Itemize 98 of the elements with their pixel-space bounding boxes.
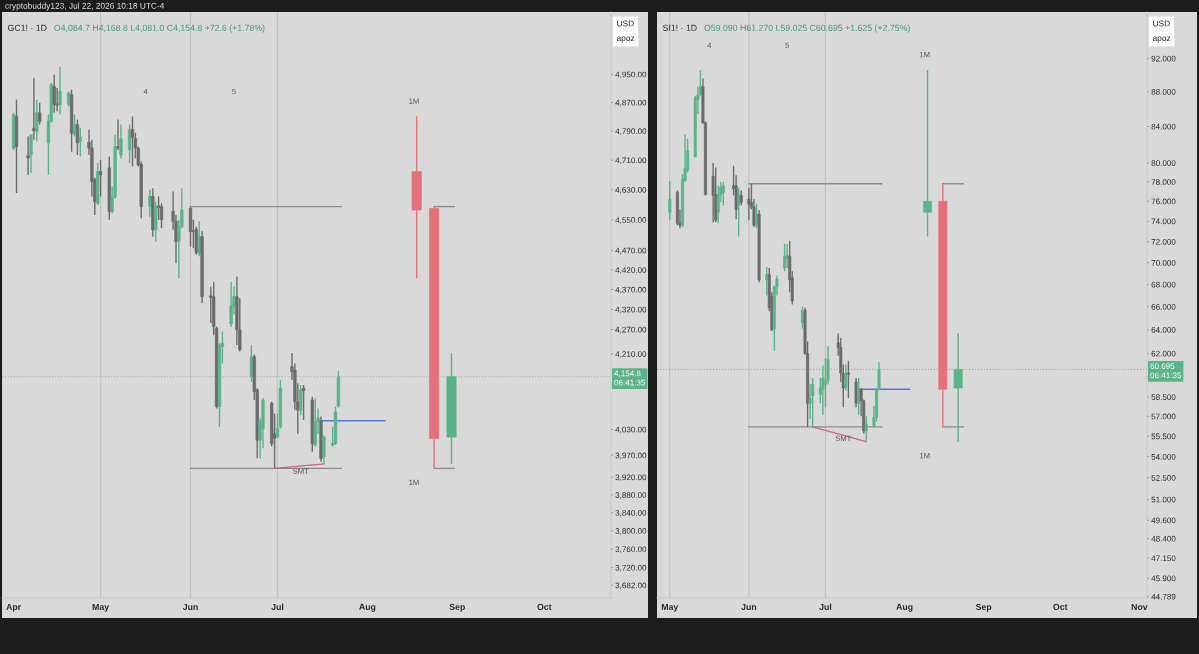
y-tick-label: 3,720.00 xyxy=(615,564,647,572)
y-tick-label: 4,210.00 xyxy=(615,351,647,358)
y-tick-label: 76.000 xyxy=(1151,198,1176,205)
text: GC1! · 1D xyxy=(8,24,47,31)
x-tick-label: Apr xyxy=(6,603,21,612)
candlestick xyxy=(229,280,233,328)
candlestick xyxy=(783,243,787,273)
text: O59.090 H61.270 L59.025 C60.695 +1.625 (+2.75%) xyxy=(704,24,910,33)
ref-line-label: 4,154.8 06:41:35 xyxy=(614,370,646,386)
y-tick-label: 3,970.00 xyxy=(615,452,647,460)
candlestick xyxy=(75,118,80,156)
y-tick-label: 4,550.00 xyxy=(615,217,647,224)
y-tick-label: 4,420.00 xyxy=(615,267,647,274)
y-tick-label: 57.000 xyxy=(1151,413,1176,420)
y-tick-label: 4,030.00 xyxy=(615,426,647,434)
y-tick-label: 51.000 xyxy=(1151,496,1176,503)
candlestick xyxy=(26,135,30,176)
candlestick xyxy=(668,180,672,221)
text: cryptobuddy123, Jul 22, 2026 10:18 UTC-4 xyxy=(5,2,165,11)
candlestick xyxy=(249,344,254,383)
y-tick-label: 64.000 xyxy=(1151,327,1176,333)
candlestick xyxy=(58,65,62,116)
y-tick-label: 4,870.00 xyxy=(615,99,647,107)
y-tick-label: 45.900 xyxy=(1151,575,1176,582)
candlestick xyxy=(116,118,120,151)
y-tick-label: 4,370.00 xyxy=(615,286,647,294)
y-tick-label: 4,710.00 xyxy=(615,157,647,165)
x-tick-label: May xyxy=(92,603,110,612)
x-tick-label: Nov xyxy=(1131,603,1148,610)
y-tick-label: 4,950.00 xyxy=(615,71,647,79)
y-tick-label: 3,800.00 xyxy=(615,528,647,535)
text: apoz xyxy=(616,36,635,43)
y-tick-label: 84.000 xyxy=(1151,123,1176,130)
y-axis-title: USD xyxy=(617,20,634,27)
y-tick-label: 47.150 xyxy=(1151,555,1176,562)
x-tick-label: Jun xyxy=(741,603,757,610)
y-tick-label: 66.000 xyxy=(1151,304,1176,310)
candlestick xyxy=(923,69,932,238)
text: apoz xyxy=(1152,36,1171,43)
candlestick xyxy=(52,73,56,114)
y-tick-label: 44.789 xyxy=(1151,593,1176,600)
y-tick-label: 74.000 xyxy=(1151,218,1176,225)
x-tick-label: Sep xyxy=(975,603,992,612)
candlestick xyxy=(148,189,152,218)
y-tick-label: 3,682.00 xyxy=(615,582,647,590)
y-tick-label: 48.400 xyxy=(1151,535,1176,542)
candlestick xyxy=(98,159,103,198)
candlestick xyxy=(78,127,82,158)
y-tick-label: 58.500 xyxy=(1151,394,1176,400)
y-tick-label: 4,470.00 xyxy=(615,247,647,255)
ref-line-label: 60.695 06:41:35 xyxy=(1150,363,1182,379)
candlestick xyxy=(154,201,158,243)
x-tick-label: Jul xyxy=(271,603,284,610)
y-tick-label: 4,320.00 xyxy=(615,306,647,314)
candlestick xyxy=(811,377,815,428)
candlestick xyxy=(711,162,715,223)
candlestick xyxy=(301,384,306,421)
candlestick xyxy=(299,384,303,416)
y-tick-label: 3,840.00 xyxy=(615,510,647,517)
candlestick xyxy=(785,243,789,269)
candlestick xyxy=(119,123,123,160)
y-tick-label: 3,760.00 xyxy=(615,546,647,554)
x-tick-label: Aug xyxy=(359,603,376,612)
candlestick xyxy=(127,123,132,164)
y-tick-label: 52.500 xyxy=(1151,475,1176,481)
y-tick-label: 4,630.00 xyxy=(615,187,647,194)
candlestick xyxy=(38,102,42,126)
x-tick-label: Oct xyxy=(537,603,552,610)
y-tick-label: 54.000 xyxy=(1151,454,1176,460)
y-tick-label: 78.000 xyxy=(1151,179,1176,185)
y-tick-label: 55.500 xyxy=(1151,433,1176,440)
y-tick-label: 80.000 xyxy=(1151,160,1176,166)
y-tick-label: 4,270.00 xyxy=(615,326,647,334)
y-tick-label: 49.600 xyxy=(1151,517,1176,524)
text: O4,084.7 H4,168.8 L4,081.0 C4,154.8 +72.6 (+1.78%) xyxy=(54,24,265,33)
x-tick-label: Jun xyxy=(182,603,198,610)
x-tick-label: Sep xyxy=(449,603,465,612)
y-tick-label: 92.000 xyxy=(1151,55,1176,62)
text: SI1! · 1D xyxy=(662,24,697,31)
candlestick xyxy=(864,415,868,443)
y-tick-label: 3,920.00 xyxy=(615,474,647,482)
candlestick xyxy=(846,360,850,399)
y-tick-label: 70.000 xyxy=(1151,260,1176,266)
x-tick-label: Jul xyxy=(819,603,832,610)
y-tick-label: 3,880.00 xyxy=(615,492,647,499)
candlestick xyxy=(322,434,326,465)
candlestick xyxy=(953,332,963,443)
x-tick-label: Aug xyxy=(896,603,913,612)
y-tick-label: 4,790.00 xyxy=(615,128,647,136)
candlestick xyxy=(854,377,858,408)
y-tick-label: 62.000 xyxy=(1151,350,1176,357)
y-axis-title: USD xyxy=(1153,20,1170,27)
x-tick-label: Oct xyxy=(1053,603,1068,610)
y-tick-label: 72.000 xyxy=(1151,238,1176,245)
y-tick-label: 68.000 xyxy=(1151,281,1176,288)
x-tick-label: May xyxy=(661,603,679,612)
candlestick xyxy=(313,397,317,448)
y-tick-label: 88.000 xyxy=(1151,88,1176,95)
